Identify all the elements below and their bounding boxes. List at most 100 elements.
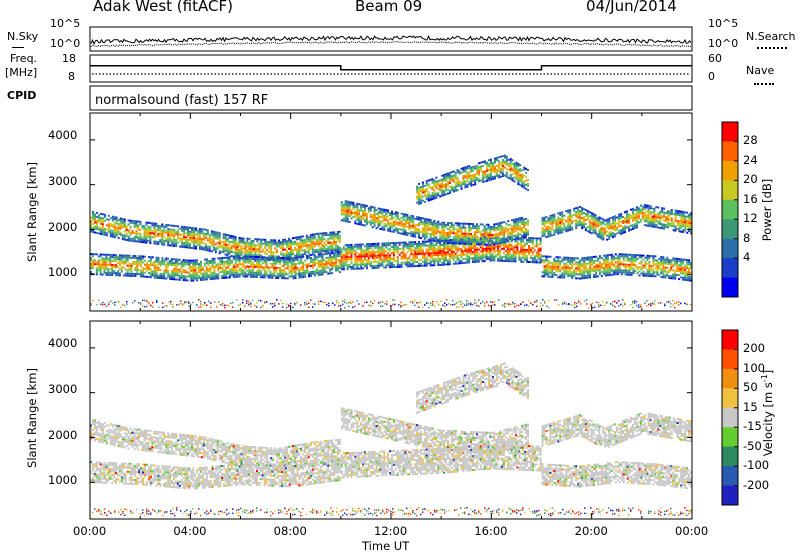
power-echo-cell bbox=[221, 269, 224, 271]
power-echo-cell bbox=[206, 247, 209, 250]
power-echo-cell bbox=[225, 272, 228, 275]
power-echo-cell bbox=[458, 242, 461, 245]
power-echo-cell bbox=[271, 264, 274, 267]
power-echo-cell bbox=[256, 250, 259, 253]
power-echo-cell bbox=[99, 222, 102, 225]
power-echo-cell bbox=[464, 170, 467, 173]
power-echo-cell bbox=[496, 156, 498, 159]
power-echo-cell bbox=[445, 255, 447, 258]
power-echo-cell bbox=[246, 245, 249, 248]
power-echo-cell bbox=[445, 253, 447, 256]
power-echo-cell bbox=[462, 167, 465, 170]
power-echo-cell bbox=[200, 248, 203, 251]
power-echo-cell bbox=[406, 220, 409, 222]
power-echo-cell bbox=[435, 194, 438, 197]
power-echo-cell bbox=[501, 237, 503, 240]
power-echo-cell bbox=[317, 242, 320, 245]
power-echo-cell bbox=[441, 192, 444, 195]
power-echo-cell bbox=[427, 199, 430, 202]
power-echo-cell bbox=[236, 248, 239, 251]
power-echo-cell bbox=[225, 260, 228, 263]
power-echo-cell bbox=[261, 266, 264, 269]
power-echo-cell bbox=[252, 246, 255, 249]
power-echo-cell bbox=[123, 218, 126, 221]
power-echo-cell bbox=[525, 235, 527, 238]
power-echo-cell bbox=[139, 232, 142, 235]
power-echo-cell bbox=[587, 268, 589, 271]
power-echo-cell bbox=[454, 246, 457, 249]
power-echo-cell bbox=[333, 231, 336, 234]
power-echo-cell bbox=[448, 181, 451, 184]
power-echo-cell bbox=[521, 173, 524, 176]
power-echo-cell bbox=[192, 265, 195, 268]
power-echo-cell bbox=[294, 240, 296, 243]
power-echo-cell bbox=[517, 163, 520, 165]
power-echo-cell bbox=[468, 232, 471, 235]
power-echo-cell bbox=[200, 272, 202, 275]
power-echo-cell bbox=[373, 222, 376, 225]
power-echo-cell bbox=[147, 256, 150, 258]
power-echo-cell bbox=[595, 255, 597, 258]
power-echo-cell bbox=[423, 260, 426, 263]
power-echo-cell bbox=[266, 256, 269, 259]
power-echo-cell bbox=[429, 229, 432, 232]
power-echo-cell bbox=[117, 229, 120, 232]
power-echo-cell bbox=[290, 255, 292, 258]
power-echo-cell bbox=[439, 244, 442, 246]
power-echo-cell bbox=[385, 256, 388, 259]
power-echo-cell bbox=[509, 233, 512, 236]
power-echo-cell bbox=[458, 258, 461, 261]
beam-label: Beam 09 bbox=[355, 0, 423, 15]
power-echo-cell bbox=[107, 224, 110, 227]
power-echo-cell bbox=[371, 257, 374, 259]
power-echo-cell bbox=[522, 248, 525, 251]
power-echo-cell bbox=[218, 236, 221, 239]
power-echo-cell bbox=[143, 233, 146, 236]
power-echo-cell bbox=[608, 262, 611, 264]
power-echo-cell bbox=[263, 274, 266, 277]
power-echo-cell bbox=[105, 259, 108, 262]
power-echo-cell bbox=[174, 272, 177, 275]
power-echo-cell bbox=[264, 238, 267, 241]
power-echo-cell bbox=[364, 210, 366, 213]
power-echo-cell bbox=[454, 181, 457, 184]
power-echo-cell bbox=[184, 261, 187, 264]
power-echo-cell bbox=[472, 241, 474, 244]
power-echo-cell bbox=[385, 264, 388, 267]
power-echo-cell bbox=[468, 261, 471, 264]
power-echo-cell bbox=[443, 223, 446, 226]
power-echo-cell bbox=[267, 258, 270, 261]
power-echo-cell bbox=[140, 269, 143, 272]
power-echo-cell bbox=[181, 241, 184, 244]
power-echo-cell bbox=[452, 254, 455, 257]
power-echo-cell bbox=[113, 272, 116, 275]
power-echo-cell bbox=[223, 260, 226, 263]
power-echo-cell bbox=[346, 204, 349, 207]
power-echo-cell bbox=[297, 244, 300, 247]
power-echo-cell bbox=[227, 258, 229, 261]
power-echo-cell bbox=[125, 239, 128, 241]
power-echo-cell bbox=[520, 242, 523, 245]
power-echo-cell bbox=[495, 255, 498, 258]
power-echo-cell bbox=[350, 213, 353, 216]
power-echo-cell bbox=[119, 221, 122, 224]
power-echo-cell bbox=[315, 272, 318, 275]
power-echo-cell bbox=[658, 263, 661, 266]
power-echo-cell bbox=[358, 211, 361, 214]
power-echo-cell bbox=[219, 259, 222, 262]
power-echo-cell bbox=[634, 254, 637, 257]
power-echo-cell bbox=[523, 220, 525, 223]
power-echo-cell bbox=[350, 255, 353, 258]
power-echo-cell bbox=[242, 269, 245, 272]
power-echo-cell bbox=[423, 240, 426, 243]
power-echo-cell bbox=[520, 238, 523, 241]
power-echo-cell bbox=[636, 268, 639, 271]
power-echo-cell bbox=[115, 232, 118, 235]
power-echo-cell bbox=[423, 244, 426, 247]
power-echo-cell bbox=[521, 220, 523, 223]
power-echo-cell bbox=[416, 228, 419, 231]
power-echo-cell bbox=[439, 264, 442, 266]
power-echo-cell bbox=[510, 260, 513, 263]
power-echo-cell bbox=[508, 250, 511, 253]
power-echo-cell bbox=[335, 261, 337, 264]
